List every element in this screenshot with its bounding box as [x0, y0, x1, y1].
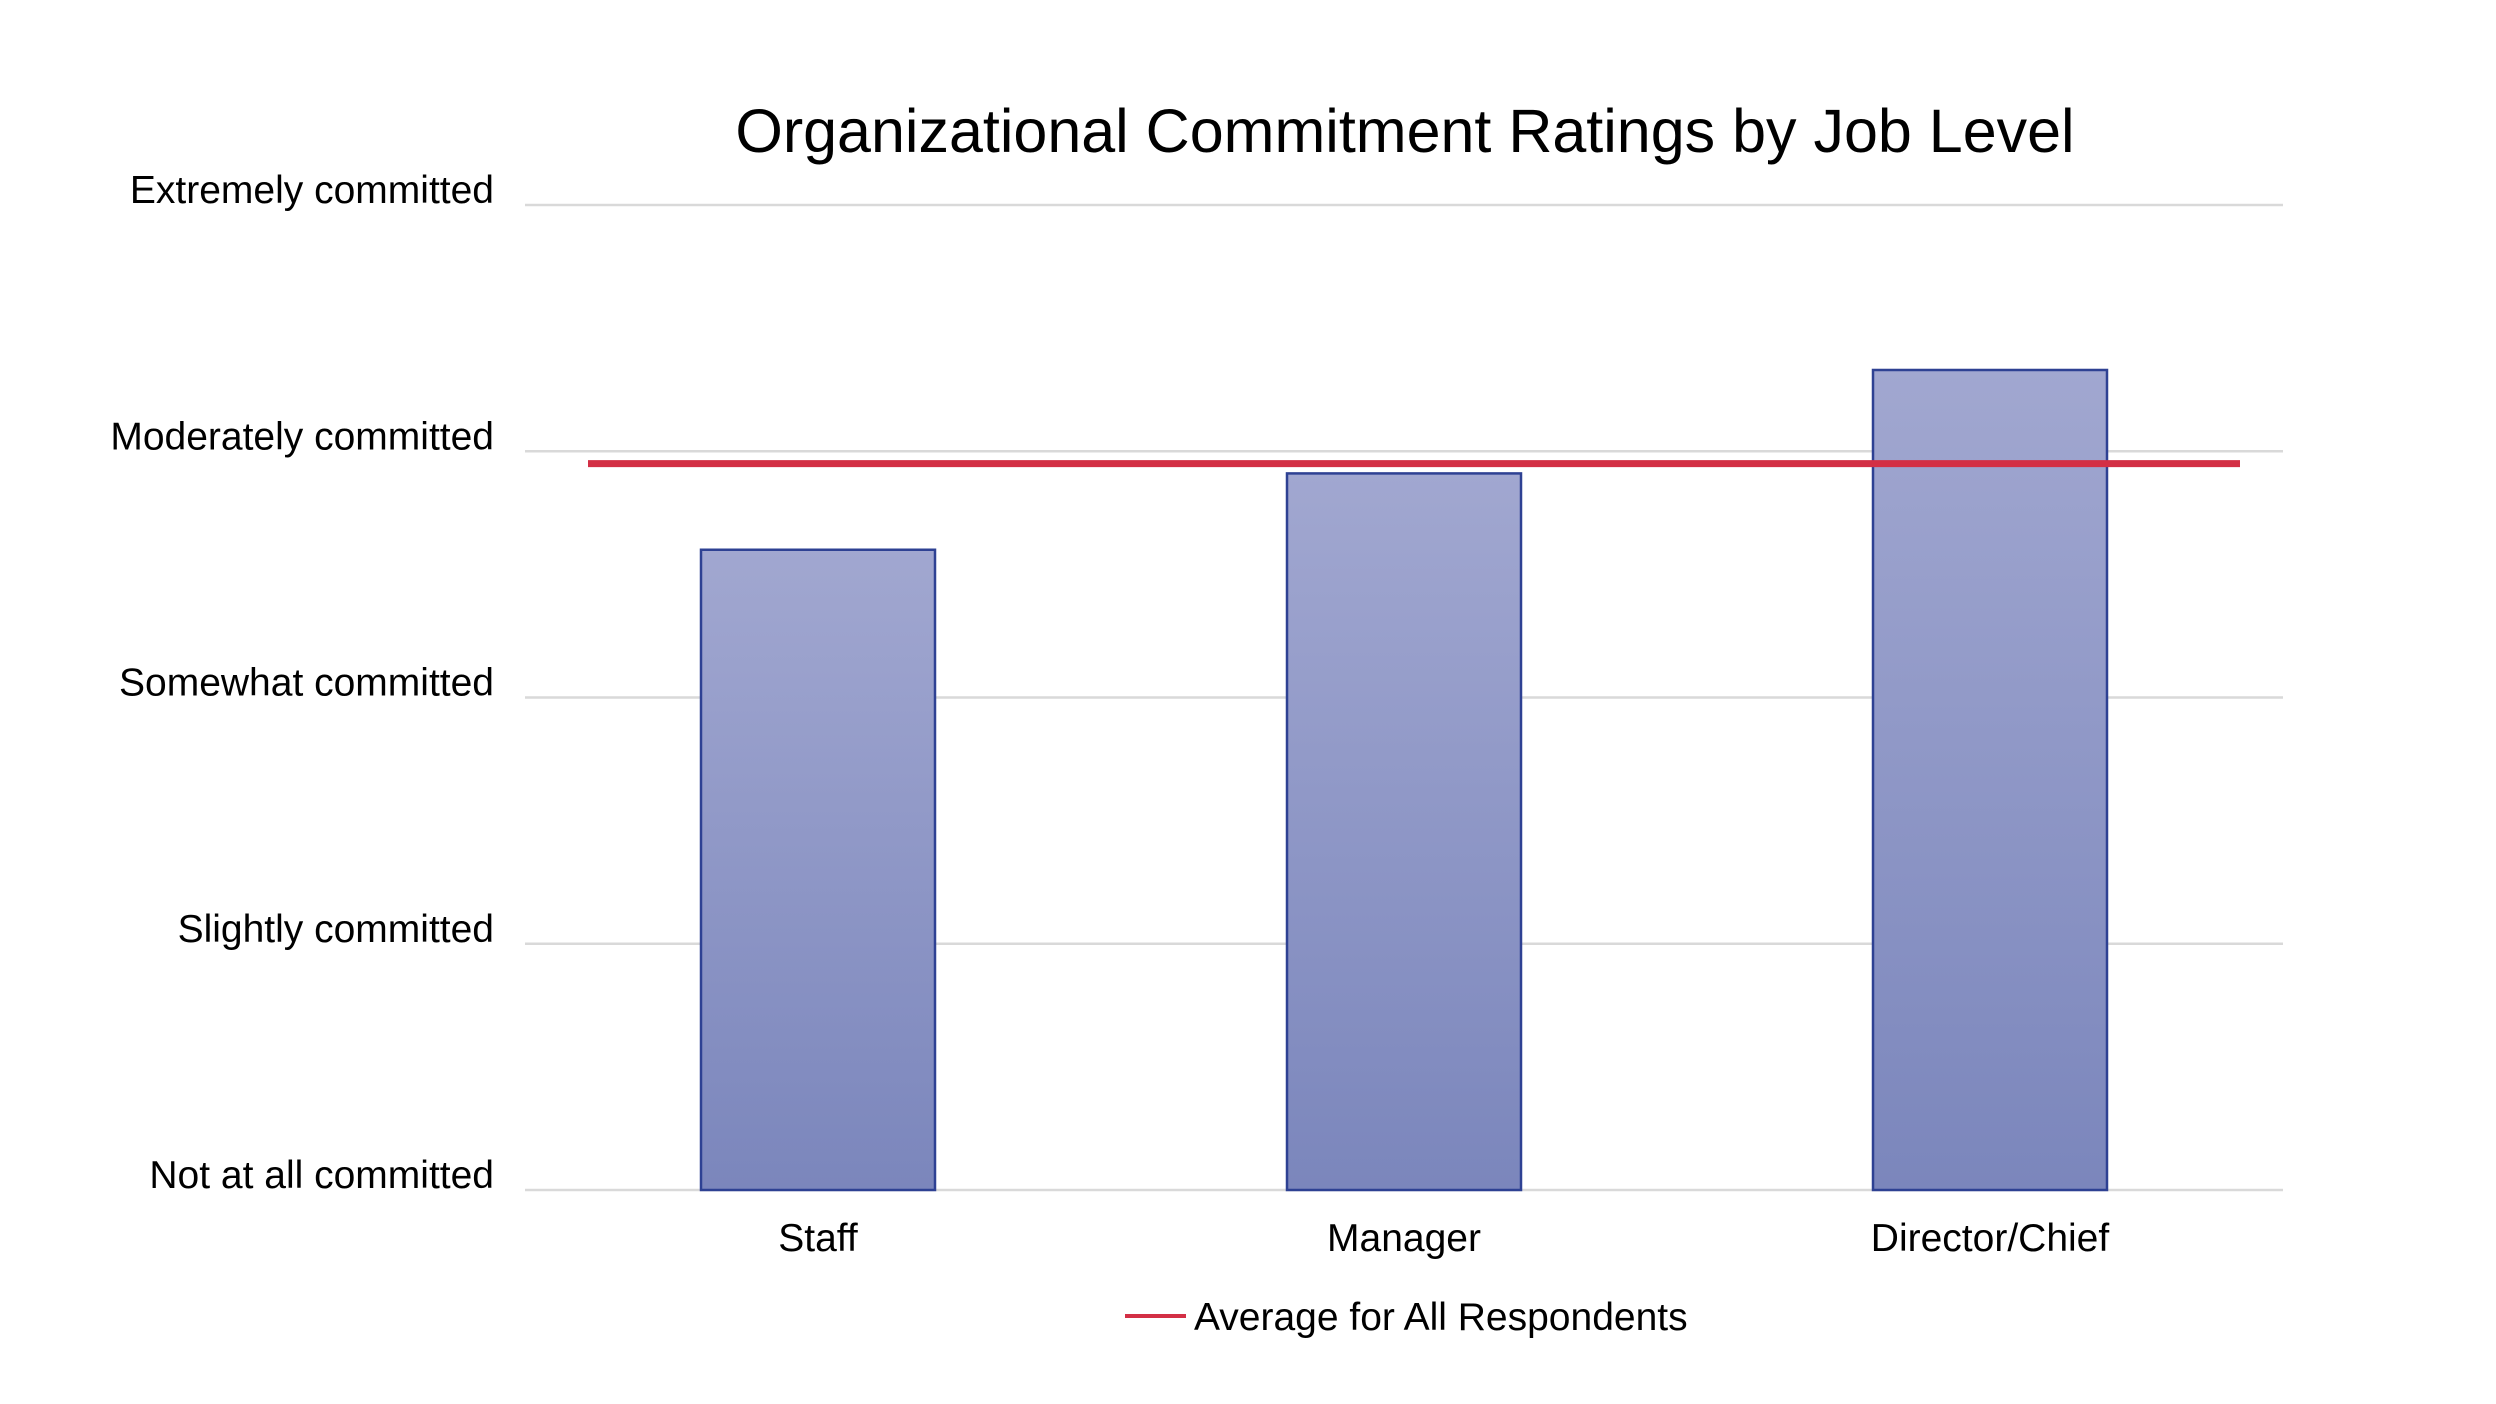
y-tick-label: Slightly committed: [178, 908, 494, 951]
bars: [699, 368, 2109, 1192]
legend-label-average: Average for All Respondents: [1194, 1296, 1688, 1339]
bar-director-chief: [1871, 368, 2109, 1192]
y-tick-label: Somewhat committed: [119, 662, 494, 705]
legend: Average for All Respondents: [1125, 1296, 1688, 1339]
y-tick-label: Extremely committed: [130, 169, 494, 212]
y-axis-tick-labels: Not at all committed Slightly committed So…: [110, 169, 494, 1197]
y-tick-label: Moderately committed: [110, 415, 494, 458]
chart-title: Organizational Commitment Ratings by Job…: [735, 97, 2074, 165]
x-tick-label: Manager: [1327, 1217, 1481, 1260]
bar-manager: [1285, 472, 1523, 1192]
x-axis-tick-labels: Staff Manager Director/Chief: [778, 1217, 2109, 1260]
x-tick-label: Director/Chief: [1871, 1217, 2110, 1260]
x-tick-label: Staff: [778, 1217, 858, 1260]
bar-staff: [699, 548, 937, 1192]
y-tick-label: Not at all committed: [149, 1154, 494, 1197]
